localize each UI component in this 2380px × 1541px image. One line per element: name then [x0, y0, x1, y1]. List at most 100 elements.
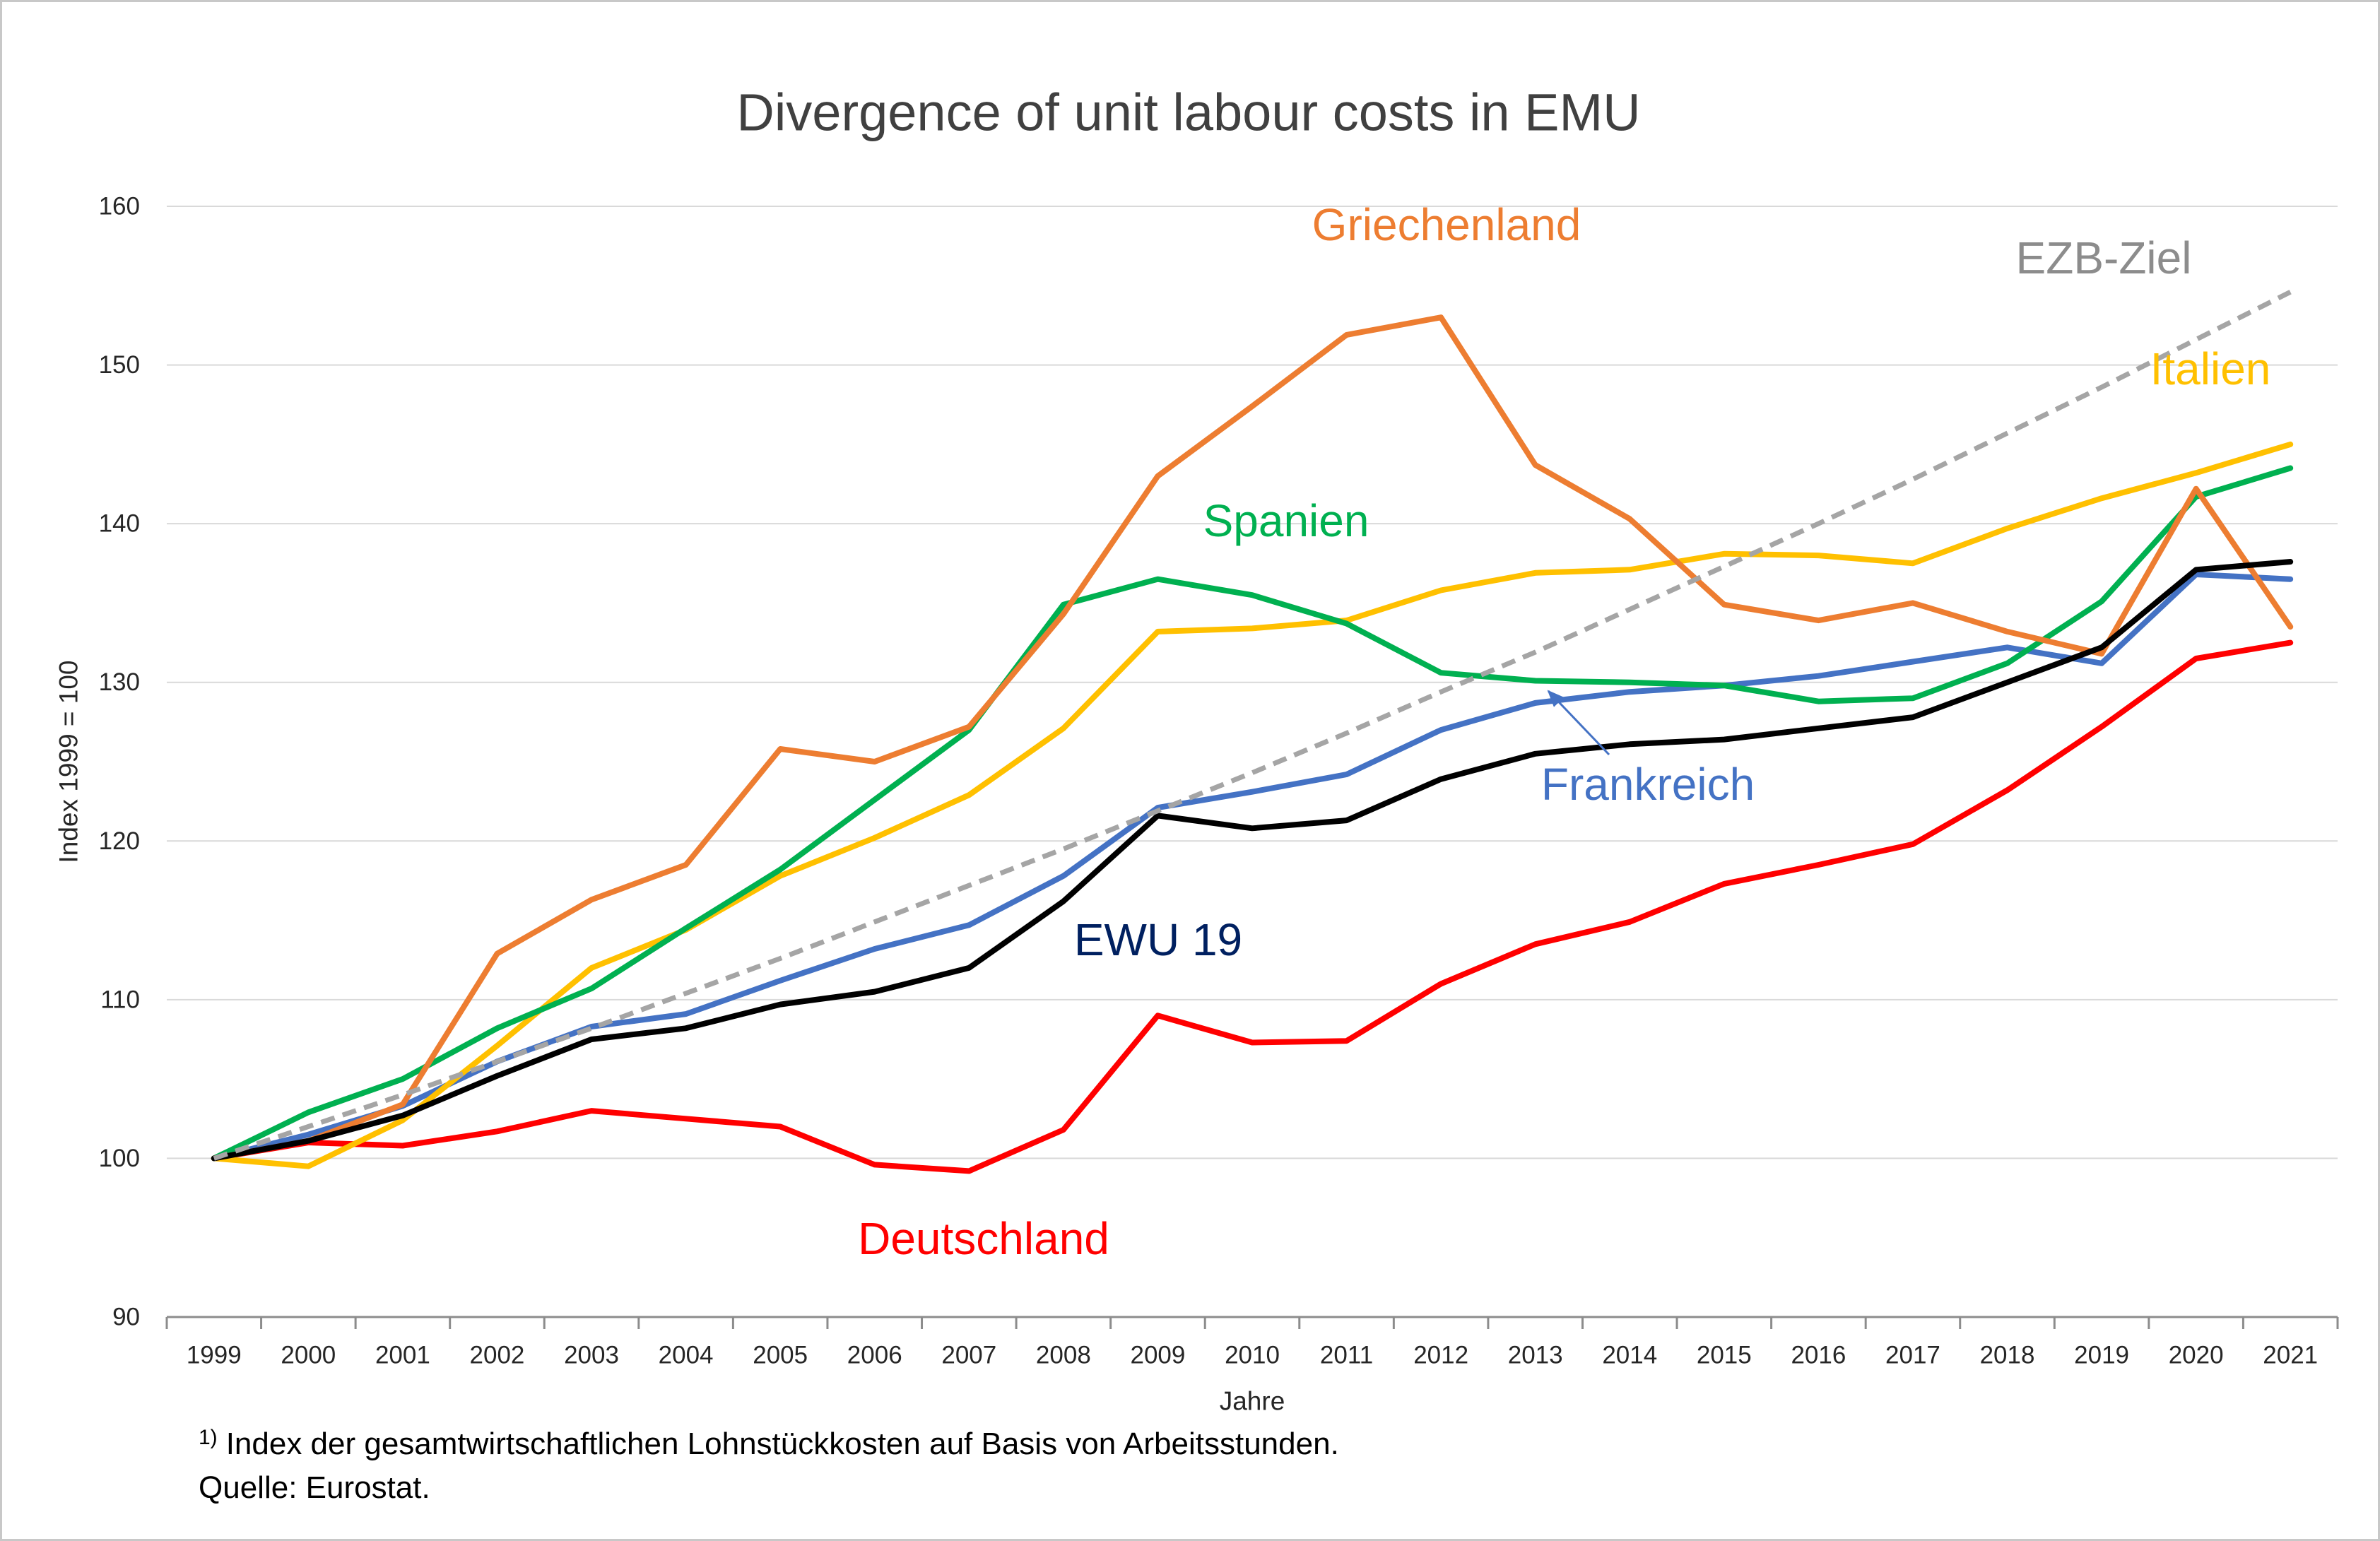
- x-axis: 1999 2000 2001 2002 2003 2004 2005 2006 2007 2008…: [165, 1316, 2339, 1369]
- data-point-ezb-ziel: [1061, 846, 1066, 851]
- x-tick-label: 2014: [1602, 1342, 1657, 1369]
- data-point-deutschland: [1061, 1127, 1066, 1133]
- data-point-griechenland: [1061, 611, 1066, 617]
- data-point-ewu-19: [589, 1037, 594, 1042]
- series-deutschland: [211, 639, 2294, 1174]
- data-point-frankreich: [2005, 644, 2010, 650]
- data-point-ewu-19: [1627, 741, 1632, 747]
- data-point-frankreich: [2099, 661, 2104, 666]
- data-point-griechenland: [495, 951, 500, 957]
- data-point-ezb-ziel: [1911, 477, 1916, 482]
- data-point-griechenland: [1249, 403, 1255, 409]
- data-point-ezb-ziel: [1816, 521, 1821, 526]
- data-point-ewu-19: [1249, 825, 1255, 831]
- data-point-italien: [2193, 470, 2199, 476]
- data-point-frankreich: [1815, 673, 1821, 679]
- data-point-deutschland: [683, 1116, 689, 1121]
- gridlines: [167, 206, 2338, 1159]
- data-point-griechenland: [1627, 516, 1632, 521]
- data-point-ezb-ziel: [2005, 431, 2010, 436]
- data-point-griechenland: [683, 862, 689, 868]
- data-point-ezb-ziel: [306, 1124, 311, 1129]
- data-point-ewu-19: [2287, 559, 2293, 565]
- data-point-italien: [1061, 726, 1066, 731]
- data-point-ewu-19: [1815, 726, 1821, 731]
- data-point-ewu-19: [1910, 714, 1916, 720]
- series-labels: Griechenland EZB-Ziel Italien Spanien Fr…: [858, 199, 2270, 1264]
- data-point-griechenland: [589, 897, 594, 902]
- x-tick-label: 2009: [1130, 1342, 1185, 1369]
- data-point-italien: [1438, 588, 1444, 593]
- data-point-spanien: [400, 1076, 406, 1082]
- data-point-ewu-19: [966, 965, 972, 971]
- data-point-frankreich: [683, 1011, 689, 1017]
- series-label-griechenland: Griechenland: [1312, 199, 1581, 250]
- data-point-griechenland: [2287, 624, 2293, 630]
- data-point-frankreich: [966, 922, 972, 928]
- data-point-deutschland: [1533, 941, 1538, 947]
- data-point-frankreich: [1533, 700, 1538, 706]
- data-point-italien: [777, 873, 783, 879]
- data-point-griechenland: [1438, 314, 1444, 320]
- data-point-deutschland: [400, 1143, 406, 1148]
- data-point-griechenland: [2099, 651, 2104, 656]
- data-point-italien: [966, 792, 972, 798]
- data-point-deutschland: [966, 1168, 972, 1174]
- series-label-italien: Italien: [2150, 343, 2271, 394]
- data-point-italien: [400, 1118, 406, 1123]
- data-point-italien: [1155, 629, 1160, 634]
- data-point-italien: [495, 1043, 500, 1049]
- data-point-griechenland: [777, 746, 783, 752]
- data-point-frankreich: [1249, 789, 1255, 795]
- footnote-marker: 1): [199, 1426, 218, 1449]
- x-tick-label: 2007: [941, 1342, 996, 1369]
- data-point-ewu-19: [1438, 777, 1444, 782]
- data-point-frankreich: [872, 946, 878, 952]
- series-griechenland: [211, 314, 2294, 1162]
- data-point-spanien: [1627, 680, 1632, 685]
- data-point-spanien: [2005, 661, 2010, 666]
- data-point-griechenland: [400, 1102, 406, 1107]
- footnote: 1) Index der gesamtwirtschaftlichen Lohns…: [199, 1425, 1339, 1463]
- data-point-ezb-ziel: [2193, 337, 2198, 342]
- data-point-ezb-ziel: [2099, 385, 2104, 390]
- x-tick-label: 2004: [659, 1342, 714, 1369]
- y-tick-label: 130: [99, 668, 140, 696]
- data-point-deutschland: [777, 1124, 783, 1129]
- series-label-deutschland: Deutschland: [858, 1213, 1109, 1264]
- x-tick-label: 1999: [187, 1342, 242, 1369]
- x-tick-label: 2010: [1225, 1342, 1280, 1369]
- data-point-italien: [1910, 560, 1916, 566]
- data-point-ezb-ziel: [1344, 731, 1349, 736]
- data-point-ewu-19: [305, 1138, 311, 1144]
- chart-title: Divergence of unit labour costs in EMU: [736, 83, 1640, 142]
- data-point-spanien: [1155, 577, 1160, 582]
- data-point-spanien: [2287, 466, 2293, 471]
- y-tick-label: 150: [99, 351, 140, 379]
- x-tick-label: 2020: [2169, 1342, 2224, 1369]
- series-lines: [211, 290, 2294, 1174]
- data-point-ewu-19: [2099, 644, 2104, 650]
- data-point-ezb-ziel: [1439, 690, 1444, 695]
- data-point-deutschland: [2005, 787, 2010, 793]
- data-point-ezb-ziel: [778, 956, 783, 961]
- x-tick-label: 2002: [470, 1342, 525, 1369]
- data-point-deutschland: [872, 1162, 878, 1167]
- data-point-ewu-19: [1061, 899, 1066, 904]
- data-point-deutschland: [1344, 1038, 1350, 1044]
- data-point-griechenland: [2005, 629, 2010, 634]
- series-label-spanien: Spanien: [1203, 495, 1369, 546]
- x-axis-title: Jahre: [1220, 1387, 1285, 1416]
- data-point-ezb-ziel: [589, 1026, 594, 1031]
- data-point-ewu-19: [872, 989, 878, 995]
- data-point-griechenland: [872, 759, 878, 764]
- data-point-deutschland: [2287, 640, 2293, 646]
- data-point-deutschland: [1438, 981, 1444, 986]
- data-point-spanien: [2099, 598, 2104, 604]
- data-point-deutschland: [1627, 919, 1632, 925]
- data-point-frankreich: [1061, 873, 1066, 879]
- data-point-griechenland: [1533, 462, 1538, 468]
- x-tick-label: 2013: [1508, 1342, 1563, 1369]
